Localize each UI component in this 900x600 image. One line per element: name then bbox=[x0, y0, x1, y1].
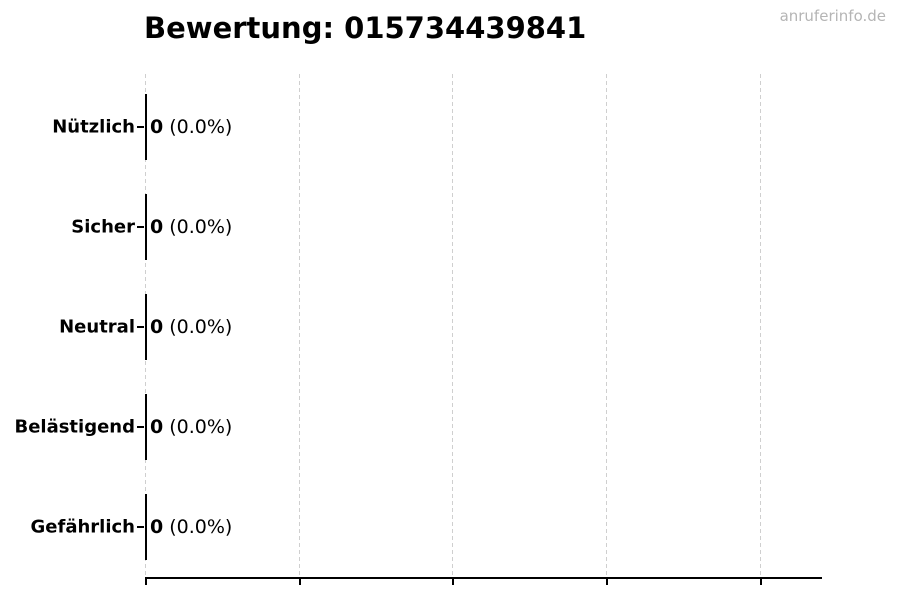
category-label: Neutral bbox=[59, 316, 135, 338]
category-label: Gefährlich bbox=[30, 516, 135, 538]
value-count: 0 bbox=[150, 116, 164, 138]
bar-zero-edge bbox=[145, 94, 147, 160]
chart-title: Bewertung: 015734439841 bbox=[144, 11, 587, 45]
x-axis-tick bbox=[144, 579, 147, 585]
value-label: 0 (0.0%) bbox=[150, 516, 232, 538]
y-axis-tick bbox=[137, 426, 144, 428]
value-count: 0 bbox=[150, 516, 164, 538]
plot-area: Nützlich 0 (0.0%) Sicher 0 (0.0%) Neutral … bbox=[14, 74, 822, 585]
bar-zero-edge bbox=[145, 494, 147, 560]
value-percent: (0.0%) bbox=[169, 516, 233, 538]
category-label: Belästigend bbox=[14, 416, 135, 438]
value-count: 0 bbox=[150, 316, 164, 338]
bar-zero-edge bbox=[145, 194, 147, 260]
category-label: Nützlich bbox=[52, 116, 135, 138]
x-axis-line bbox=[145, 577, 822, 579]
x-axis-tick bbox=[298, 579, 301, 585]
value-label: 0 (0.0%) bbox=[150, 216, 232, 238]
x-axis-tick bbox=[759, 579, 762, 585]
watermark-text: anruferinfo.de bbox=[779, 7, 886, 25]
x-gridline bbox=[760, 74, 761, 577]
y-axis-tick bbox=[137, 326, 144, 328]
value-percent: (0.0%) bbox=[169, 316, 233, 338]
y-axis-tick bbox=[137, 526, 144, 528]
value-percent: (0.0%) bbox=[169, 216, 233, 238]
bar-zero-edge bbox=[145, 394, 147, 460]
x-gridline bbox=[452, 74, 453, 577]
y-axis-tick bbox=[137, 126, 144, 128]
category-label: Sicher bbox=[71, 216, 135, 238]
value-percent: (0.0%) bbox=[169, 116, 233, 138]
value-label: 0 (0.0%) bbox=[150, 116, 232, 138]
value-count: 0 bbox=[150, 216, 164, 238]
x-gridline bbox=[606, 74, 607, 577]
x-gridline bbox=[299, 74, 300, 577]
value-percent: (0.0%) bbox=[169, 416, 233, 438]
x-axis-tick bbox=[605, 579, 608, 585]
value-label: 0 (0.0%) bbox=[150, 416, 232, 438]
bar-zero-edge bbox=[145, 294, 147, 360]
value-count: 0 bbox=[150, 416, 164, 438]
x-axis-tick bbox=[451, 579, 454, 585]
value-label: 0 (0.0%) bbox=[150, 316, 232, 338]
y-axis-tick bbox=[137, 226, 144, 228]
